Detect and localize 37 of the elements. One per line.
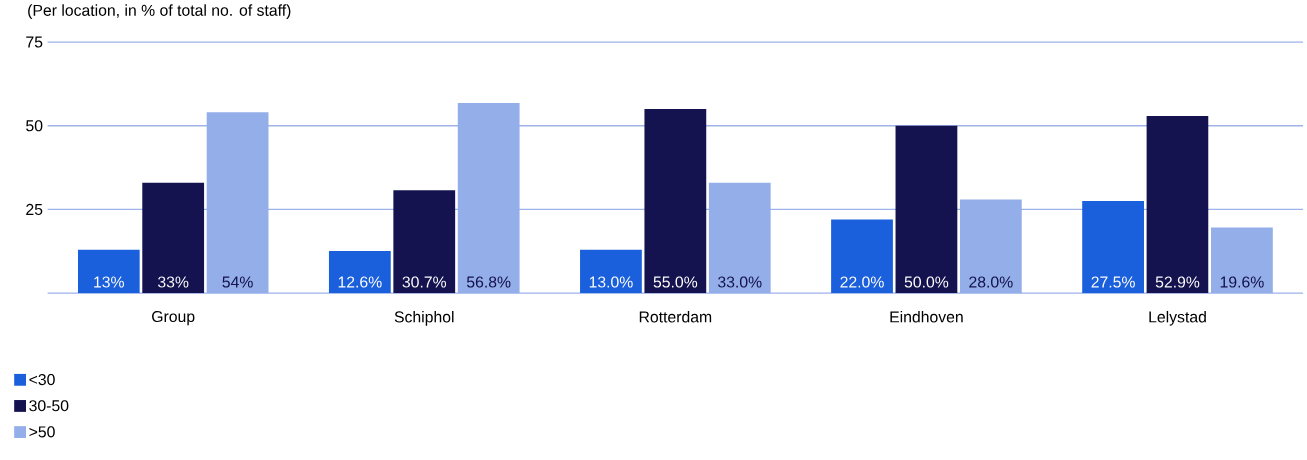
legend-label: >50 bbox=[29, 426, 55, 438]
x-tick-label: Lelystad bbox=[1149, 310, 1206, 326]
y-tick-label: 50 bbox=[26, 120, 43, 132]
legend-label: <30 bbox=[29, 373, 55, 386]
data-label: 54% bbox=[222, 276, 253, 288]
data-label: 50.0% bbox=[904, 276, 949, 288]
bar bbox=[644, 108, 707, 294]
x-tick-label: Eindhoven bbox=[890, 310, 963, 323]
bar bbox=[831, 219, 893, 294]
bar bbox=[142, 182, 205, 294]
data-label: 12.6% bbox=[338, 276, 382, 288]
data-label: 13.0% bbox=[589, 276, 633, 288]
bar bbox=[393, 190, 456, 294]
bar bbox=[328, 250, 391, 294]
bar bbox=[1082, 201, 1144, 294]
y-tick-label: 25 bbox=[26, 203, 43, 215]
data-label: 52.9% bbox=[1155, 276, 1200, 288]
data-label: 27.5% bbox=[1091, 276, 1135, 288]
bar bbox=[580, 249, 642, 294]
x-tick-label: Schiphol bbox=[394, 310, 454, 326]
data-label: 22.0% bbox=[840, 276, 884, 288]
data-label: 13% bbox=[94, 276, 124, 288]
data-label: 33.0% bbox=[717, 276, 762, 288]
data-label: 55.0% bbox=[653, 276, 698, 288]
x-tick-label: Rotterdam bbox=[639, 310, 712, 323]
data-label: 56.8% bbox=[466, 276, 511, 288]
bar bbox=[895, 125, 958, 294]
data-label: 33% bbox=[157, 276, 189, 288]
data-label: 30.7% bbox=[402, 276, 447, 288]
chart-title: (Per location, in % of total no. of staff) bbox=[28, 4, 291, 19]
data-label: 28.0% bbox=[969, 276, 1013, 288]
y-tick-label: 75 bbox=[26, 36, 43, 48]
data-label: 19.6% bbox=[1220, 276, 1264, 288]
x-tick-label: Group bbox=[152, 310, 195, 326]
bar bbox=[77, 249, 140, 294]
legend-label: 30-50 bbox=[29, 400, 69, 412]
bar bbox=[1146, 116, 1209, 294]
